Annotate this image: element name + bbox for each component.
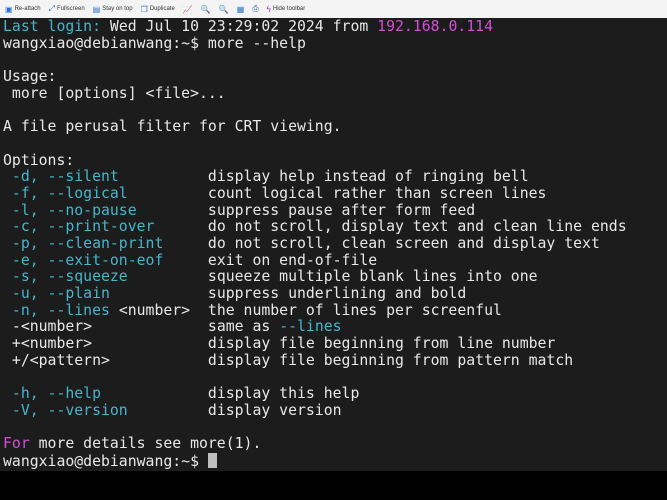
reattach-icon: ▣ [5,4,13,14]
option-desc: display help instead of ringing bell [207,168,529,186]
terminal[interactable]: Last login: Wed Jul 10 23:29:02 2024 fro… [0,18,667,471]
option-flag: -f, --logical [3,184,208,202]
option-desc: display version [207,401,342,419]
option-flag: -n, --lines [3,301,110,319]
option-flag: -p, --clean-print [3,234,208,252]
calendar-icon: ▦ [236,4,245,14]
usage-line: more [options] <file>... [3,84,226,102]
cursor [207,452,217,468]
toolbar-label: Hide toolbar [272,6,306,12]
prompt: wangxiao@debianwang:~$ [3,34,208,52]
option-flag: +/<pattern> [3,351,208,369]
last-login-line: Last login: Wed Jul 10 23:29:02 2024 fro… [0,18,667,36]
toolbar-button-print[interactable]: ⎙ [252,4,258,14]
command-line: wangxiao@debianwang:~$ more --help [0,34,667,53]
zoom-out-icon: 🔍 [218,4,229,14]
toolbar-button-zoom-in[interactable]: 🔍 [201,5,211,14]
chart-icon: 📈 [182,4,193,14]
option-flag: -s, --squeeze [3,268,208,286]
fullscreen-icon: ⤢ [48,4,55,13]
option-flag: -<number> [3,318,208,336]
option-row: -V, --version display version [0,401,667,420]
command: more --help [207,34,306,52]
option-row: -s, --squeeze squeeze multiple blank lin… [0,268,667,286]
footer-for: For [3,435,30,453]
ip-address: 192.168.0.114 [368,18,493,35]
toolbar-button-zoom-out[interactable]: 🔍 [219,5,229,14]
option-flag: -h, --help [3,385,208,403]
from-word: from [332,18,369,35]
option-row: -<number> same as --lines [0,319,667,336]
option-flag: -l, --no-pause [3,201,208,219]
duplicate-icon: ❐ [140,4,148,14]
option-desc: do not scroll, display text and clean li… [207,218,627,236]
option-flag: +<number> [3,335,208,353]
toolbar: ▣ Re-attach ⤢ Fullscreen ▤ Stay on top ❐ Duplic… [0,0,667,19]
toolbar-button-duplicate[interactable]: ❐ Duplicate [141,5,175,14]
option-desc: display file beginning from line number [207,335,556,353]
description: A file perusal filter for CRT viewing. [3,118,342,136]
final-prompt: wangxiao@debianwang:~$ [3,452,208,470]
toolbar-label: Stay on top [102,6,133,12]
option-arg: <number> [109,301,208,319]
toolbar-button-stay-on-top[interactable]: ▤ Stay on top [93,5,133,14]
toolbar-button-chart[interactable]: 📈 [183,5,193,14]
last-login-label: Last login: [3,18,101,35]
option-flag: -c, --print-over [3,218,208,236]
option-row: -c, --print-over do not scroll, display … [0,218,667,236]
options-label: Options: [3,151,75,169]
toolbar-label: Duplicate [149,6,175,12]
option-row: -u, --plain suppress underlining and bol… [0,285,667,303]
footer-line: For more details see more(1). [0,435,667,453]
option-desc: display this help [207,385,360,403]
option-desc: same as [207,318,280,336]
option-row: -d, --silent display help instead of rin… [0,168,667,186]
option-row: +/<pattern> display file beginning from … [0,351,667,370]
usage-label: Usage: [3,68,57,86]
toolbar-label: Fullscreen [56,6,85,12]
option-desc: suppress pause after form feed [207,201,476,219]
toolbar-button-calendar[interactable]: ▦ [237,5,245,14]
toolbar-button-re-attach[interactable]: ▣ Re-attach [5,5,41,14]
lightning-icon: ϟ [266,4,271,14]
last-login-date: Wed Jul 10 23:29:02 2024 [101,18,333,35]
footer-text: more details see more(1). [29,435,262,453]
zoom-in-icon: 🔍 [200,4,211,14]
option-desc: the number of lines per screenful [207,301,502,319]
option-flag: -u, --plain [3,285,208,302]
option-desc: display file beginning from pattern matc… [207,351,574,369]
final-prompt-line: wangxiao@debianwang:~$ [0,452,667,470]
option-row: -p, --clean-print do not scroll, clean s… [0,234,667,253]
option-desc-link: --lines [279,318,342,336]
option-row: -f, --logical count logical rather than … [0,184,667,203]
option-flag: -V, --version [3,401,208,419]
option-desc: exit on end-of-file [207,251,378,269]
option-desc: do not scroll, clean screen and display … [207,234,600,252]
option-flag: -d, --silent [3,168,208,186]
stay-on-top-icon: ▤ [92,4,101,14]
option-flag: -e, --exit-on-eof [3,251,208,269]
toolbar-button-hide-toolbar[interactable]: ϟ Hide toolbar [267,5,306,14]
print-icon: ⎙ [252,4,259,13]
option-desc: suppress underlining and bold [207,285,467,302]
option-row: -e, --exit-on-eof exit on end-of-file [0,251,667,270]
toolbar-label: Re-attach [14,6,41,12]
toolbar-button-fullscreen[interactable]: ⤢ Fullscreen [49,4,85,14]
option-row: -n, --lines <number> the number of lines… [0,301,667,320]
option-row: +<number> display file beginning from li… [0,335,667,353]
option-row: -h, --help display this help [0,385,667,403]
option-row: -l, --no-pause suppress pause after form… [0,201,667,220]
option-desc: squeeze multiple blank lines into one [207,268,538,286]
option-desc: count logical rather than screen lines [207,184,547,202]
